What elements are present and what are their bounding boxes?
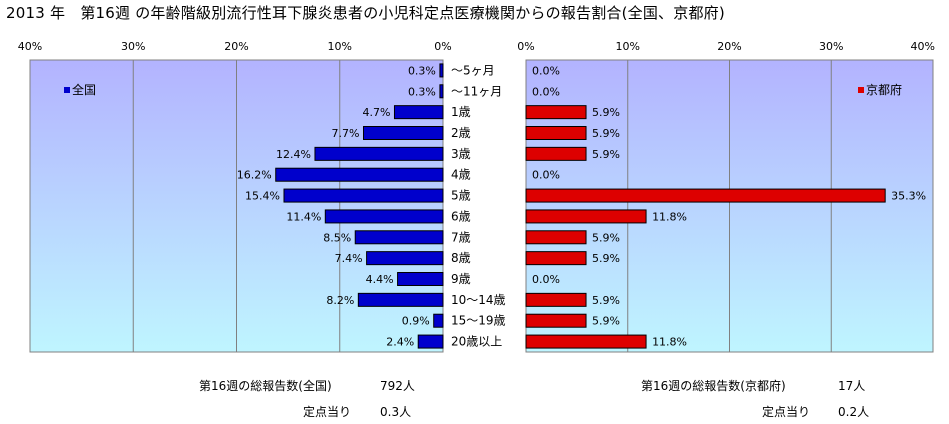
kyoto-bar — [525, 230, 587, 245]
national-data-label: 7.7% — [332, 127, 360, 140]
national-bar — [439, 84, 444, 99]
national-data-label: 2.4% — [386, 336, 414, 349]
national-bar — [439, 63, 444, 78]
kyoto-legend-swatch — [858, 87, 864, 93]
national-tick-label: 10% — [328, 40, 352, 53]
kyoto-data-label: 5.9% — [592, 315, 620, 328]
kyoto-bar — [525, 209, 647, 224]
national-data-label: 4.4% — [366, 273, 394, 286]
kyoto-bar — [525, 188, 886, 203]
national-bar — [393, 105, 444, 120]
category-label: 3歳 — [451, 147, 471, 161]
national-data-label: 16.2% — [237, 169, 272, 182]
national-data-label: 12.4% — [276, 148, 311, 161]
national-bar — [417, 334, 444, 349]
kyoto-bar — [525, 146, 587, 161]
national-bar — [433, 313, 444, 328]
category-labels: ～5ヶ月 ～11ヶ月 1歳 2歳 3歳 4歳 5歳 6歳 7歳 8歳 9歳 10～14歳 15～19歳 2… — [451, 63, 506, 348]
kyoto-tick-label: 10% — [616, 40, 640, 53]
national-bar — [362, 126, 444, 140]
national-data-label: 8.5% — [323, 231, 351, 244]
national-legend-swatch — [64, 87, 70, 93]
national-bar — [314, 146, 444, 161]
national-bar — [275, 167, 444, 182]
kyoto-data-label: 35.3% — [891, 190, 926, 203]
category-label: 2歳 — [451, 126, 471, 140]
national-tick-label: 0% — [434, 40, 451, 53]
national-data-label: 7.4% — [335, 252, 363, 265]
chart-title: 2013 年 第16週 の年齢階級別流行性耳下腺炎患者の小児科定点医療機関からの… — [6, 4, 725, 22]
kyoto-tick-label: 20% — [717, 40, 741, 53]
national-per-label: 定点当り — [303, 405, 352, 419]
national-bar — [357, 292, 444, 307]
category-label: 6歳 — [451, 209, 471, 223]
national-bar — [397, 272, 444, 286]
category-label: 10～14歳 — [451, 293, 506, 307]
national-data-label: 0.3% — [408, 64, 436, 77]
national-data-label: 8.2% — [326, 294, 354, 307]
national-legend-label: 全国 — [72, 82, 96, 97]
kyoto-bar — [525, 292, 587, 307]
kyoto-data-label: 0.0% — [532, 273, 560, 286]
category-label: 8歳 — [451, 251, 471, 265]
kyoto-bar — [525, 105, 587, 120]
kyoto-total-label: 第16週の総報告数(京都府) — [641, 379, 786, 393]
national-tick-label: 20% — [224, 40, 248, 53]
kyoto-tick-label: 40% — [911, 40, 935, 53]
national-data-label: 15.4% — [245, 190, 280, 203]
national-total-value: 792人 — [380, 379, 415, 393]
category-label: 4歳 — [451, 168, 471, 182]
kyoto-tick-label: 30% — [819, 40, 843, 53]
kyoto-total-value: 17人 — [838, 379, 866, 393]
kyoto-per-label: 定点当り — [762, 405, 811, 419]
kyoto-tick-label: 0% — [517, 40, 534, 53]
national-data-label: 0.9% — [402, 315, 430, 328]
kyoto-data-label: 0.0% — [532, 64, 560, 77]
national-tick-label: 40% — [18, 40, 42, 53]
kyoto-data-label: 5.9% — [592, 294, 620, 307]
national-data-label: 11.4% — [286, 210, 321, 223]
kyoto-panel: 0% 10% 20% 30% 40% 京都府 0.0% 0.0% 5.9% 5.9% 5.9% 0.0… — [517, 40, 935, 353]
national-bar — [283, 188, 444, 203]
national-data-label: 0.3% — [408, 85, 436, 98]
kyoto-bar — [525, 334, 647, 349]
national-bar — [366, 251, 444, 266]
kyoto-data-label: 5.9% — [592, 231, 620, 244]
category-label: ～11ヶ月 — [451, 84, 502, 98]
category-label: 15～19歳 — [451, 314, 506, 328]
kyoto-legend-label: 京都府 — [866, 82, 902, 97]
kyoto-data-label: 11.8% — [652, 336, 687, 349]
national-data-label: 4.7% — [363, 106, 391, 119]
national-tick-label: 30% — [121, 40, 145, 53]
category-label: ～5ヶ月 — [451, 63, 495, 77]
national-total-label: 第16週の総報告数(全国) — [199, 379, 332, 393]
category-label: 5歳 — [451, 189, 471, 203]
national-per-value: 0.3人 — [380, 405, 412, 419]
kyoto-bar — [525, 126, 587, 140]
national-bar — [354, 230, 444, 245]
kyoto-bar — [525, 313, 587, 328]
kyoto-per-value: 0.2人 — [838, 405, 870, 419]
category-label: 20歳以上 — [451, 335, 502, 349]
kyoto-data-label: 5.9% — [592, 106, 620, 119]
kyoto-data-label: 0.0% — [532, 85, 560, 98]
kyoto-data-label: 0.0% — [532, 169, 560, 182]
kyoto-data-label: 5.9% — [592, 127, 620, 140]
kyoto-data-label: 11.8% — [652, 210, 687, 223]
kyoto-data-label: 5.9% — [592, 252, 620, 265]
national-panel: 40% 30% 20% 10% 0% 全国 0.3% 0.3% 4.7%7.7% 12.4% 16.… — [18, 40, 452, 353]
kyoto-bar — [525, 251, 587, 266]
category-label: 1歳 — [451, 105, 471, 119]
national-bar — [324, 209, 444, 224]
kyoto-data-label: 5.9% — [592, 148, 620, 161]
category-label: 7歳 — [451, 230, 471, 244]
category-label: 9歳 — [451, 272, 471, 286]
